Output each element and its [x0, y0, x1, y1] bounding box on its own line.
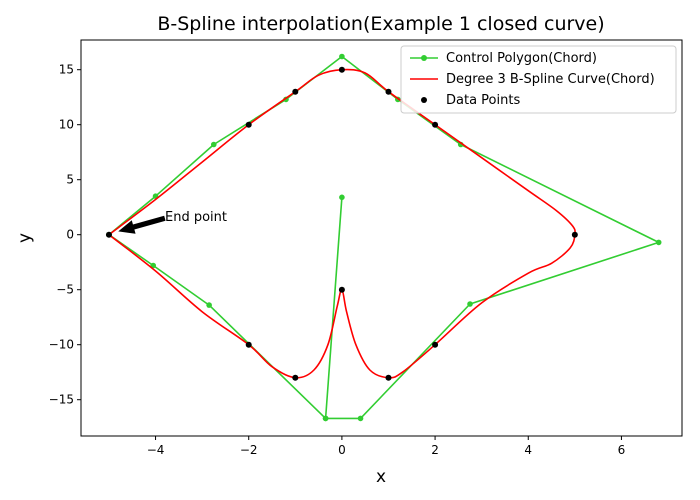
- legend-label-bspline: Degree 3 B-Spline Curve(Chord): [446, 72, 655, 87]
- annotation-arrow: [118, 215, 166, 234]
- data-point-9: [338, 286, 345, 293]
- control-point-2: [210, 141, 217, 148]
- x-tick-label: 4: [524, 443, 532, 457]
- y-tick-label: 15: [59, 63, 74, 77]
- x-axis-label: x: [376, 467, 386, 487]
- legend-label-data-points: Data Points: [446, 93, 520, 108]
- control-point-8: [467, 301, 473, 307]
- legend-box: [400, 45, 677, 114]
- y-tick-label: 10: [59, 118, 74, 132]
- legend-label-control-polygon: Control Polygon(Chord): [446, 51, 597, 66]
- x-tick-label: 2: [431, 443, 439, 457]
- series-line-1: [108, 68, 576, 379]
- data-point-1: [245, 121, 252, 128]
- data-point-3: [338, 66, 345, 73]
- y-tick-label: 0: [66, 228, 74, 242]
- control-point-14: [150, 262, 157, 269]
- y-tick-label: 5: [66, 173, 74, 187]
- data-point-11: [245, 341, 252, 348]
- y-tick-label: −15: [49, 393, 74, 407]
- end-point-annotation: End point: [118, 210, 227, 234]
- data-point-7: [432, 341, 439, 348]
- y-tick-label: −10: [49, 338, 74, 352]
- data-point-4: [385, 88, 392, 95]
- legend: Control Polygon(Chord) Degree 3 B-Spline…: [400, 45, 677, 114]
- plot-frame: [80, 39, 683, 437]
- control-point-12: [322, 415, 329, 422]
- y-axis-label: y: [15, 233, 35, 243]
- control-point-11: [339, 194, 345, 201]
- data-point-2: [292, 88, 299, 95]
- control-point-4: [339, 53, 345, 60]
- legend-marker-control-polygon: [421, 55, 427, 61]
- control-point-13: [206, 302, 212, 308]
- x-tick-label: 0: [338, 443, 346, 457]
- x-tick-label: −4: [147, 443, 165, 457]
- data-point-10: [292, 374, 299, 381]
- axis-ticks: −4 −2 0 2 4 6 −15 −10 −5 0 5 10 15: [49, 63, 626, 457]
- control-point-7: [655, 239, 662, 246]
- legend-marker-data-points: [421, 97, 427, 103]
- data-point-5: [432, 121, 439, 128]
- plot-area: [105, 53, 662, 422]
- y-tick-label: −5: [56, 283, 74, 297]
- data-point-8: [385, 374, 392, 381]
- chart-title: B-Spline interpolation(Example 1 closed …: [157, 13, 604, 35]
- x-tick-label: −2: [240, 443, 258, 457]
- control-point-9: [357, 415, 364, 422]
- data-point-6: [571, 231, 578, 238]
- data-point-0: [105, 231, 112, 238]
- annotation-text: End point: [165, 210, 227, 225]
- x-tick-label: 6: [618, 443, 626, 457]
